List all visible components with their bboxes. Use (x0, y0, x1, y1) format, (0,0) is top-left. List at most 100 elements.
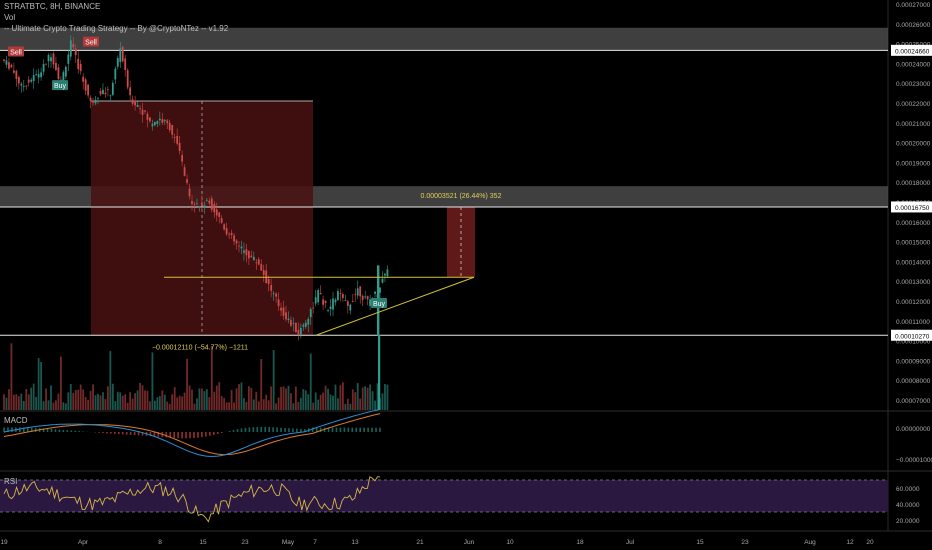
candle-body (166, 120, 169, 124)
volume-bar (69, 384, 72, 410)
candle-body (30, 79, 33, 82)
price-label-box (891, 329, 932, 341)
volume-bar (215, 385, 218, 410)
macd-histogram-bar (220, 432, 223, 433)
volume-bar (210, 345, 213, 410)
volume-bar (92, 384, 94, 410)
volume-bar (245, 401, 248, 410)
macd-histogram-bar (46, 428, 49, 432)
volume-bar (89, 390, 92, 410)
macd-histogram-bar (153, 432, 156, 437)
macd-histogram-bar (137, 432, 140, 436)
macd-histogram-bar (351, 427, 354, 432)
candle-body (8, 62, 10, 69)
candle-body (272, 293, 275, 295)
price-tick-label: 0.00015000 (896, 240, 931, 247)
volume-bar (106, 386, 109, 410)
volume-bar (230, 390, 233, 410)
candle-body (198, 206, 201, 208)
macd-histogram-bar (327, 427, 330, 432)
time-tick-label: 7 (313, 539, 317, 546)
price-tick-label: 0.00014000 (896, 259, 931, 266)
macd-histogram-bar (114, 432, 116, 434)
volume-bar (272, 349, 275, 410)
candle-body (215, 209, 218, 216)
candle-body (146, 113, 149, 120)
candle-body (106, 89, 109, 90)
macd-histogram-bar (280, 427, 282, 432)
candle-body (151, 123, 154, 127)
macd-histogram-bar (319, 427, 322, 432)
candle-body (97, 97, 99, 99)
volume-bar (366, 387, 369, 410)
volume-bar (339, 385, 342, 410)
signal-badge (52, 80, 68, 91)
candle-body (153, 121, 156, 126)
rsi-tick-label: 60.0000 (896, 486, 920, 493)
candle-body (337, 291, 339, 301)
macd-histogram-bar (268, 427, 270, 432)
candle-body (356, 288, 359, 296)
volume-bar (3, 394, 5, 410)
candle-body (144, 110, 146, 112)
candle-body (181, 155, 184, 162)
volume-bar (334, 384, 337, 410)
macd-histogram-bar (212, 432, 215, 435)
volume-bar (94, 395, 97, 410)
macd-histogram-bar (272, 427, 274, 432)
volume-bar (183, 392, 186, 410)
macd-histogram-bar (209, 432, 211, 436)
volume-bar (8, 389, 10, 410)
macd-histogram-bar (70, 430, 73, 432)
candle-body (200, 202, 203, 207)
candle-body (196, 203, 198, 205)
volume-bar (74, 390, 77, 410)
time-tick-label: 15 (696, 539, 704, 546)
candle-body (238, 245, 240, 247)
candle-body (134, 100, 137, 106)
candle-body (379, 287, 381, 293)
time-tick-label: 15 (199, 539, 207, 546)
macd-histogram-bar (379, 427, 381, 432)
volume-bar (317, 399, 320, 410)
macd-histogram-bar (30, 427, 33, 432)
volume-bar (196, 398, 198, 410)
macd-histogram-bar (339, 427, 342, 432)
price-label-box (891, 201, 932, 213)
candle-body (94, 99, 97, 104)
candle-body (102, 89, 104, 95)
signal-badge (371, 297, 387, 308)
volume-bar (346, 398, 349, 410)
signal-label: Sell (85, 40, 97, 47)
volume-bar (131, 398, 134, 410)
price-label-text: 0.00010270 (895, 333, 930, 340)
price-tick-label: 0.00023000 (896, 81, 931, 88)
macd-histogram-bar (331, 427, 334, 432)
candle-body (25, 85, 28, 87)
volume-bar (200, 388, 203, 410)
candle-body (312, 307, 315, 309)
volume-bar (369, 384, 372, 410)
volume-bar (178, 395, 181, 410)
candle-body (89, 97, 92, 102)
candle-body (45, 63, 47, 65)
candle-body (17, 76, 20, 84)
macd-line (3, 408, 381, 457)
candle-body (131, 99, 134, 104)
candle-body (57, 67, 60, 80)
volume-bar (218, 382, 221, 410)
candle-body (129, 87, 132, 96)
volume-bar (354, 392, 357, 410)
candle-body (225, 228, 228, 235)
candle-body (262, 269, 265, 276)
rsi-tick-label: 40.0000 (896, 502, 920, 509)
candle-body (208, 200, 211, 204)
volume-bar (220, 396, 223, 410)
macd-histogram-bar (102, 432, 104, 434)
volume-bar (193, 403, 196, 410)
macd-histogram-bar (19, 427, 21, 432)
macd-histogram-bar (169, 432, 172, 438)
macd-histogram-bar (288, 428, 290, 432)
candle-body (99, 90, 102, 95)
